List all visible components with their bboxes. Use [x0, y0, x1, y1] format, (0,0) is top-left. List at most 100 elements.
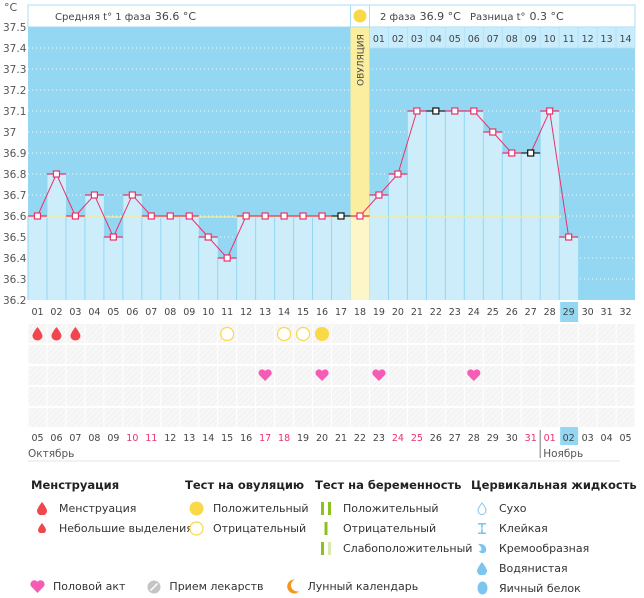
cycle-day-label: 26	[506, 307, 518, 318]
y-tick-label: 36.3	[3, 274, 26, 286]
marker-cell	[332, 324, 350, 343]
marker-cell	[218, 387, 237, 406]
marker-cell	[104, 408, 123, 427]
cycle-day-label: 30	[582, 307, 594, 318]
temperature-bar	[255, 216, 275, 300]
cycle-day-label: 01	[31, 307, 43, 318]
marker-cell	[369, 324, 388, 343]
marker-cell	[237, 408, 256, 427]
temperature-point	[527, 149, 535, 157]
legend-item: Водянистая	[471, 558, 637, 578]
y-tick-label: 37.5	[3, 22, 26, 34]
marker-cell	[237, 345, 256, 364]
marker-cell	[616, 408, 635, 427]
marker-cell	[199, 366, 218, 385]
temperature-bar	[502, 153, 522, 300]
temperature-point	[318, 212, 326, 220]
calendar-date: 23	[373, 433, 385, 444]
marker-cell	[559, 408, 578, 427]
cycle-day-label: 03	[69, 307, 81, 318]
marker-cell	[142, 408, 161, 427]
phase2-day-header: 01 02 03 04 05 06 07 08 09 10 11 12 13 14	[369, 26, 636, 49]
heart-icon	[467, 369, 481, 381]
blood-drop-icon	[51, 327, 62, 341]
marker-cell	[483, 324, 502, 343]
calendar-date: 07	[69, 433, 81, 444]
marker-cell	[123, 324, 142, 343]
temperature-bar	[464, 111, 484, 300]
y-tick-label: 37	[3, 127, 16, 139]
y-tick-label: 36.9	[3, 148, 26, 160]
phase2-day-label: 04	[430, 34, 442, 45]
phase2-day-cell	[615, 26, 636, 49]
small-drop-icon	[31, 523, 53, 533]
marker-cell	[521, 345, 540, 364]
heart-icon	[258, 369, 272, 381]
marker-cell	[85, 387, 104, 406]
marker-cell	[275, 366, 294, 385]
cycle-day-label: 27	[525, 307, 537, 318]
cycle-day-label: 21	[411, 307, 423, 318]
marker-cell	[388, 366, 407, 385]
legend-item: Отрицательный	[185, 518, 309, 538]
marker-cell	[313, 345, 332, 364]
marker-cell	[161, 408, 180, 427]
sun-icon	[353, 9, 367, 23]
marker-cell	[483, 366, 502, 385]
cycle-day-label: 31	[601, 307, 613, 318]
cycle-day-label: 32	[620, 307, 632, 318]
calendar-date: 29	[487, 433, 499, 444]
calendar-date: 12	[164, 433, 176, 444]
y-tick-label: 37.1	[3, 106, 26, 118]
cycle-day-label: 14	[278, 307, 290, 318]
calendar-date: 19	[297, 433, 309, 444]
marker-cell	[502, 345, 521, 364]
marker-cell	[502, 387, 521, 406]
calendar-date: 05	[620, 433, 632, 444]
marker-cell	[350, 324, 369, 343]
temperature-point	[356, 212, 364, 220]
y-tick-label: 36.8	[3, 169, 26, 181]
temperature-point	[280, 212, 288, 220]
temperature-bar	[293, 216, 313, 300]
temperature-point	[90, 191, 98, 199]
temperature-point	[185, 212, 193, 220]
blood-drop-icon	[31, 501, 53, 515]
calendar-date: 03	[582, 433, 594, 444]
cycle-day-label: 06	[126, 307, 138, 318]
marker-cell	[597, 345, 616, 364]
marker-cell	[445, 387, 464, 406]
calendar-date: 02	[563, 433, 575, 444]
marker-cell	[180, 387, 199, 406]
y-tick-label: 37.4	[3, 43, 27, 55]
marker-cell	[464, 387, 483, 406]
marker-cell	[199, 345, 218, 364]
marker-cell	[597, 408, 616, 427]
legend-item: Кремообразная	[471, 538, 637, 558]
marker-cell	[616, 345, 635, 364]
cycle-day-label: 11	[221, 307, 233, 318]
temperature-bar	[312, 216, 332, 300]
phase2-day-label: 05	[449, 34, 461, 45]
heart-icon	[30, 580, 45, 593]
marker-cell	[540, 408, 559, 427]
cycle-day-label: 20	[392, 307, 404, 318]
two-lines-icon	[315, 501, 337, 515]
y-axis-ticks: 37.5 37.4 37.3 37.2 37.1 37 36.9 36.8 36.7 36.6 36…	[3, 22, 27, 307]
marker-cell	[445, 408, 464, 427]
legend-item: Положительный	[185, 498, 309, 518]
marker-cell	[123, 387, 142, 406]
cycle-day-label: 12	[240, 307, 252, 318]
marker-cell	[275, 387, 294, 406]
cycle-day-label: 17	[335, 307, 347, 318]
marker-cell	[256, 345, 275, 364]
marker-cell	[47, 387, 66, 406]
marker-cell	[502, 366, 521, 385]
egg-white-icon	[471, 581, 493, 595]
empty-circle-icon	[185, 520, 207, 536]
legend-item: Лунный календарь	[286, 579, 418, 594]
marker-cell	[350, 387, 369, 406]
temperature-point	[242, 212, 250, 220]
pill-icon	[147, 580, 161, 594]
marker-cell	[104, 345, 123, 364]
